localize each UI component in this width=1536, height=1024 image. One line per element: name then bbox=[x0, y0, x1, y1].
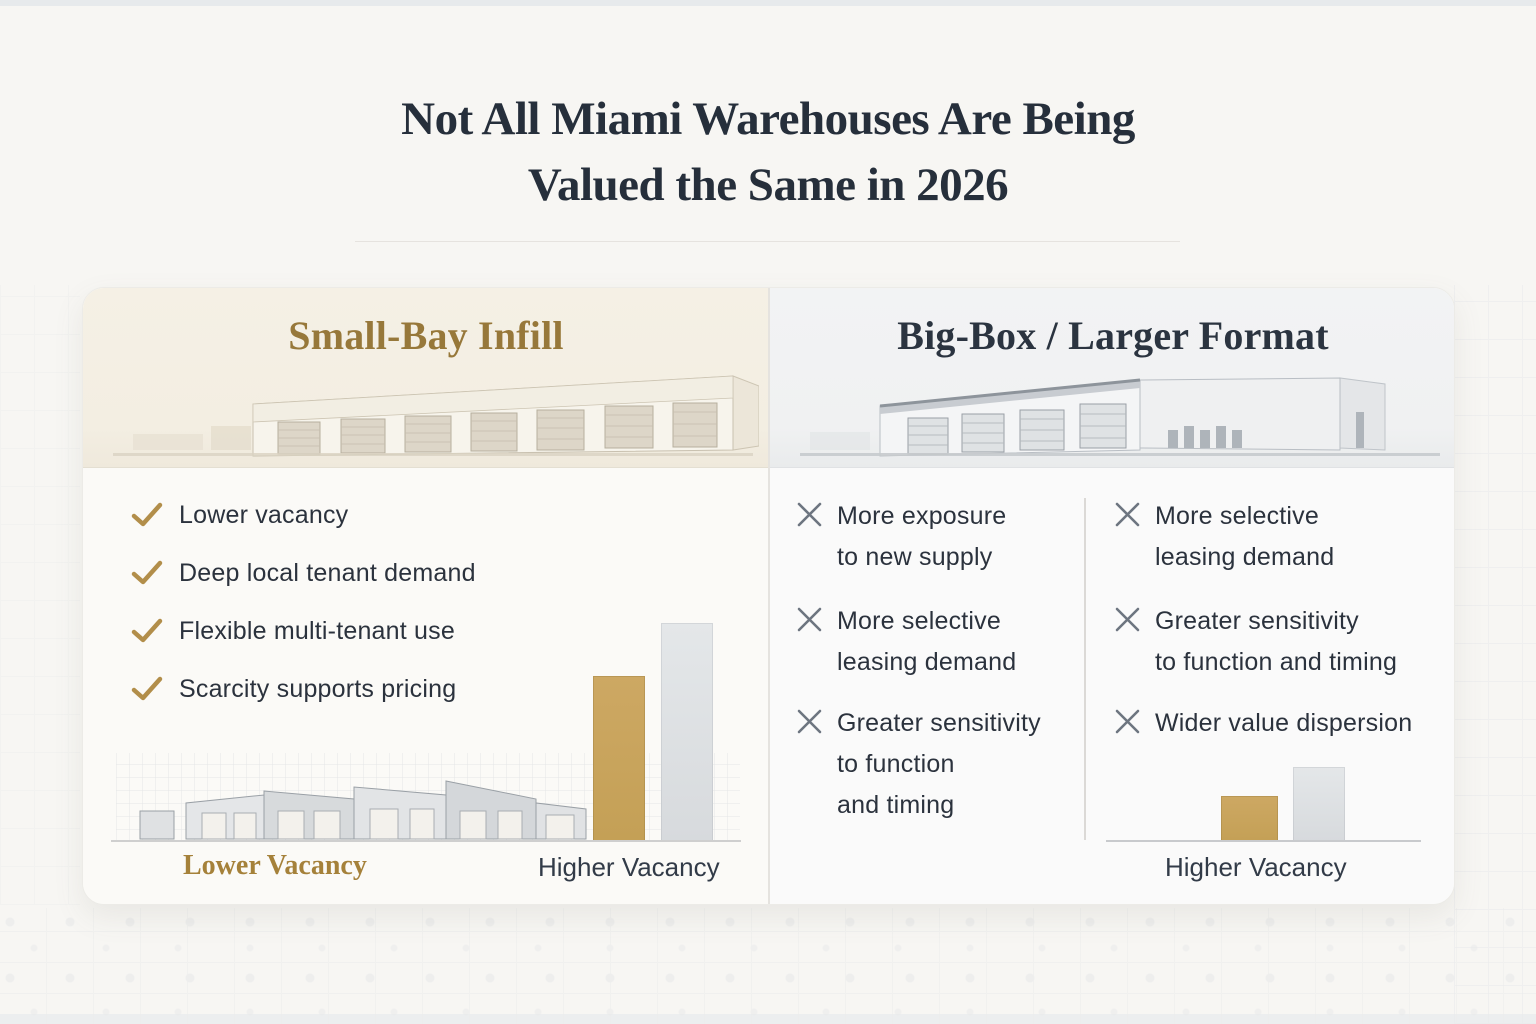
bigbox-item: More selective leasing demand bbox=[1114, 496, 1334, 578]
bigbox-item-line: Greater sensitivity bbox=[1155, 607, 1359, 635]
checklist-item: Scarcity supports pricing bbox=[131, 660, 731, 718]
bigbox-item-line: leasing demand bbox=[1155, 543, 1335, 571]
higher-vacancy-label: Higher Vacancy bbox=[538, 852, 720, 882]
bigbox-item-line: to function and timing bbox=[1155, 648, 1398, 676]
small-bay-checklist: Lower vacancy Deep local tenant demand F… bbox=[131, 486, 731, 718]
page-title-line2: Valued the Same in 2026 bbox=[527, 159, 1009, 211]
big-box-vacancy-chart bbox=[1106, 767, 1421, 842]
chart-baseline bbox=[1106, 840, 1421, 842]
small-bay-header: Small-Bay Infill bbox=[288, 313, 564, 358]
panel-small-bay: Small-Bay Infill bbox=[83, 288, 769, 904]
bigbox-item: More selective leasing demand bbox=[796, 601, 1016, 683]
bigbox-item-line: to new supply bbox=[837, 543, 993, 571]
checklist-item-label: Lower vacancy bbox=[179, 500, 349, 529]
x-icon bbox=[797, 502, 822, 527]
x-icon bbox=[1115, 607, 1140, 632]
bottom-edge-strip bbox=[0, 1014, 1536, 1024]
lower-vacancy-bar bbox=[593, 676, 645, 841]
big-box-header: Big-Box / Larger Format bbox=[897, 313, 1329, 358]
vacancy-bar-gray bbox=[1293, 767, 1345, 841]
small-bay-vacancy-chart bbox=[111, 623, 741, 842]
chart-baseline bbox=[111, 840, 741, 842]
check-icon bbox=[131, 676, 163, 701]
x-icon bbox=[1115, 709, 1140, 734]
background-blueprint-grid-left bbox=[0, 285, 80, 905]
x-icon bbox=[1115, 502, 1140, 527]
big-box-warehouse-illustration bbox=[800, 377, 1440, 457]
bigbox-item-line: leasing demand bbox=[837, 648, 1017, 676]
checklist-item-label: Scarcity supports pricing bbox=[179, 674, 457, 703]
checklist-item-label: Flexible multi-tenant use bbox=[179, 616, 455, 645]
checklist-item: Lower vacancy bbox=[131, 486, 731, 544]
bigbox-item: Greater sensitivity to function and timi… bbox=[1114, 601, 1397, 683]
bigbox-item-line: to function bbox=[837, 750, 955, 778]
bigbox-item: Wider value dispersion bbox=[1114, 703, 1412, 744]
check-icon bbox=[131, 502, 163, 527]
column-divider bbox=[1084, 498, 1086, 840]
big-box-hero: Big-Box / Larger Format bbox=[770, 288, 1454, 468]
panel-big-box: Big-Box / Larger Format bbox=[770, 288, 1454, 904]
higher-vacancy-label: Higher Vacancy bbox=[1165, 852, 1347, 882]
panel-divider bbox=[768, 288, 770, 904]
bigbox-item-line: and timing bbox=[837, 791, 955, 819]
checklist-item: Flexible multi-tenant use bbox=[131, 602, 731, 660]
small-bay-warehouse-illustration bbox=[113, 375, 759, 457]
bigbox-item: More exposure to new supply bbox=[796, 496, 1006, 578]
comparison-card: Small-Bay Infill bbox=[82, 287, 1455, 905]
check-icon bbox=[131, 618, 163, 643]
bigbox-item-line: Wider value dispersion bbox=[1155, 709, 1413, 737]
higher-vacancy-bar bbox=[661, 623, 713, 841]
bigbox-item-line: More selective bbox=[837, 607, 1001, 635]
checklist-item: Deep local tenant demand bbox=[131, 544, 731, 602]
x-icon bbox=[797, 607, 822, 632]
bigbox-item: Greater sensitivity to function and timi… bbox=[796, 703, 1041, 826]
small-bay-hero: Small-Bay Infill bbox=[83, 288, 769, 468]
bigbox-item-line: More selective bbox=[1155, 502, 1319, 530]
page-title-line1: Not All Miami Warehouses Are Being bbox=[401, 93, 1135, 145]
bigbox-item-line: Greater sensitivity bbox=[837, 709, 1041, 737]
checklist-item-label: Deep local tenant demand bbox=[179, 558, 476, 587]
vacancy-bar-gold bbox=[1221, 796, 1278, 841]
background-siteplan-texture bbox=[0, 908, 1536, 1024]
bigbox-item-line: More exposure bbox=[837, 502, 1007, 530]
lower-vacancy-label: Lower Vacancy bbox=[183, 850, 367, 881]
check-icon bbox=[131, 560, 163, 585]
title-divider bbox=[355, 241, 1180, 242]
page-title: Not All Miami Warehouses Are Being Value… bbox=[0, 86, 1536, 218]
top-edge-strip bbox=[0, 0, 1536, 6]
x-icon bbox=[797, 709, 822, 734]
background-blueprint-grid-right bbox=[1454, 285, 1536, 1024]
